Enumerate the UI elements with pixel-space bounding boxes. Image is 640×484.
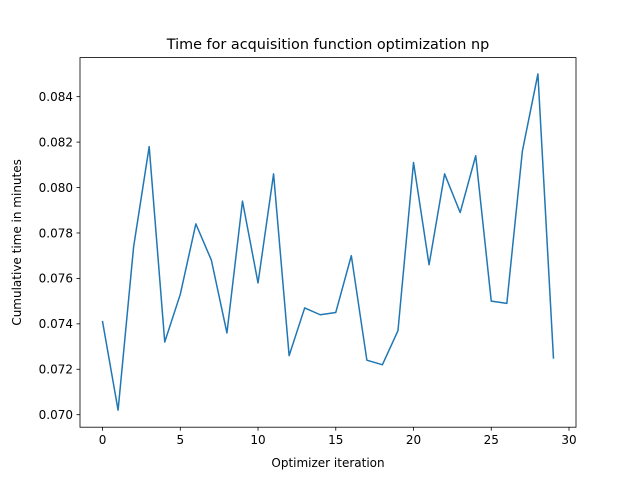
x-axis: 0 5 10 15 20 25 30 [99,427,577,447]
plot-area [79,57,577,428]
chart-title: Time for acquisition function optimizati… [166,37,490,53]
x-tick-label: 30 [561,433,576,447]
series-layer [101,73,555,411]
x-tick-label: 15 [328,433,343,447]
y-tick-label: 0.082 [39,135,73,149]
y-tick-label: 0.080 [39,181,73,195]
y-tick-label: 0.074 [39,317,73,331]
x-axis-label: Optimizer iteration [271,456,384,470]
y-tick-label: 0.084 [39,90,73,104]
y-tick-label: 0.070 [39,408,73,422]
y-tick-label: 0.078 [39,226,73,240]
x-tick-label: 25 [484,433,499,447]
x-tick-label: 10 [250,433,265,447]
x-tick-label: 0 [99,433,107,447]
plot-background [80,57,576,428]
y-axis-label: Cumulative time in minutes [10,159,24,326]
series-line [101,73,555,411]
y-axis: 0.070 0.072 0.074 0.076 0.078 0.080 0.082 0.084 [39,90,80,422]
x-tick-label: 5 [176,433,184,447]
plot-frame [79,57,577,428]
y-tick-label: 0.076 [39,272,73,286]
y-tick-label: 0.072 [39,363,73,377]
x-tick-label: 20 [406,433,421,447]
